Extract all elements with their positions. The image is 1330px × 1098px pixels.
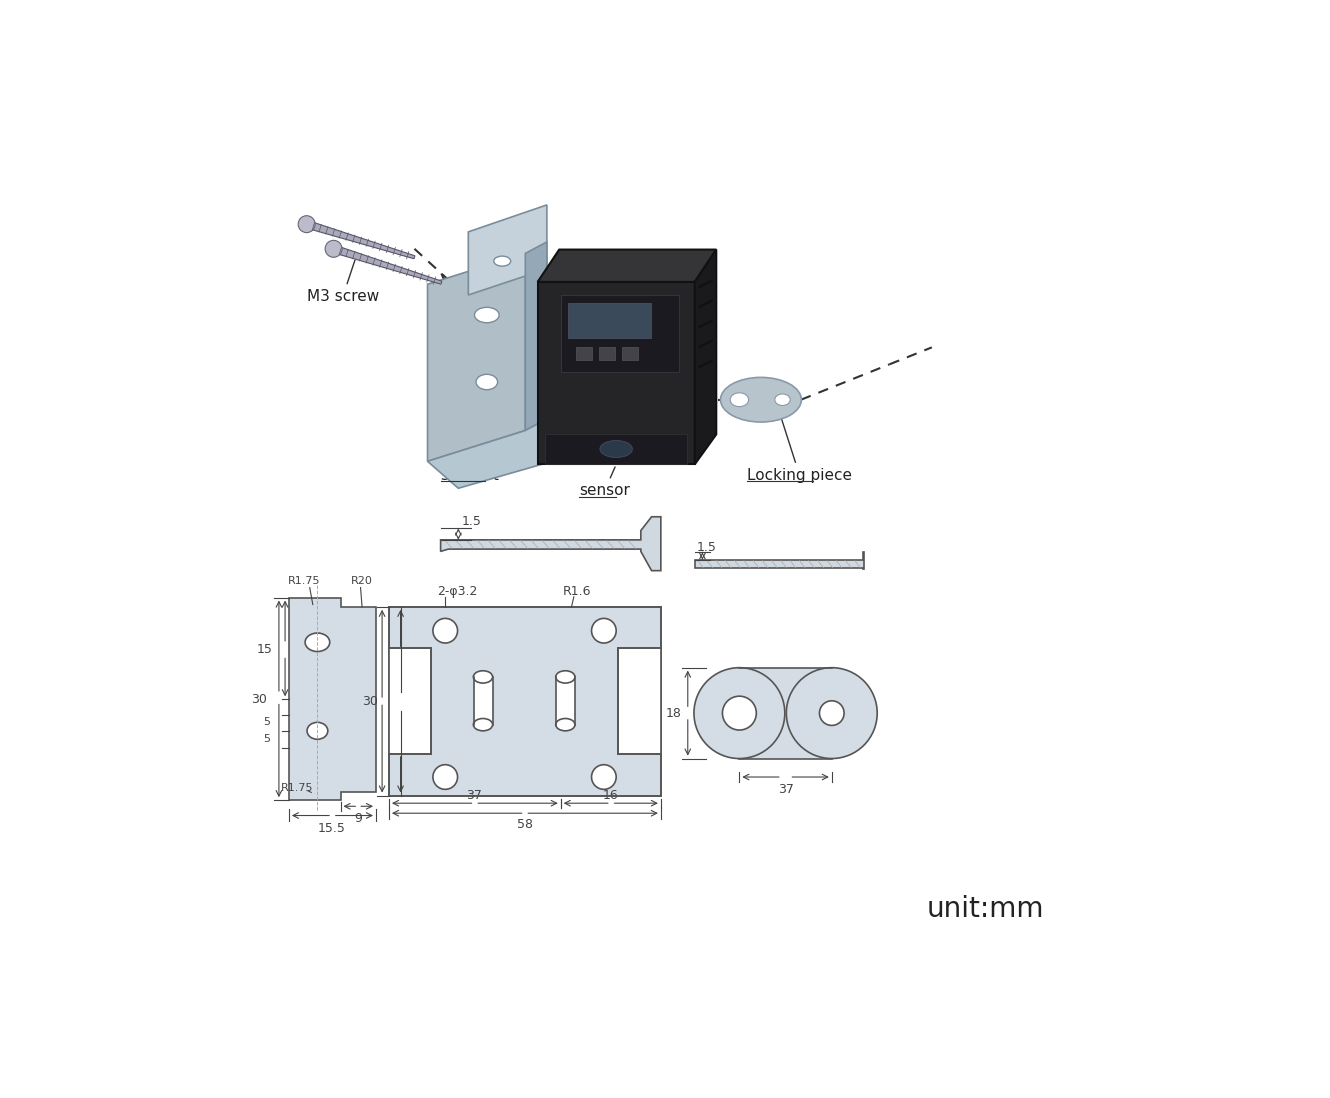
Polygon shape xyxy=(576,347,592,360)
Polygon shape xyxy=(468,205,547,295)
Text: 15.5: 15.5 xyxy=(318,822,346,836)
Polygon shape xyxy=(306,221,415,259)
Text: 18: 18 xyxy=(666,707,682,719)
Polygon shape xyxy=(694,249,717,464)
Text: sensor: sensor xyxy=(580,467,630,498)
Text: 37: 37 xyxy=(467,789,483,802)
Polygon shape xyxy=(537,282,694,464)
Ellipse shape xyxy=(730,393,749,406)
Ellipse shape xyxy=(475,307,499,323)
Polygon shape xyxy=(427,254,525,461)
Text: 15: 15 xyxy=(257,642,273,656)
Circle shape xyxy=(298,215,315,233)
Polygon shape xyxy=(617,648,661,754)
Polygon shape xyxy=(698,358,713,370)
Polygon shape xyxy=(622,347,638,360)
Ellipse shape xyxy=(473,718,492,731)
Polygon shape xyxy=(568,303,650,338)
Text: R1.6: R1.6 xyxy=(563,585,591,598)
Polygon shape xyxy=(694,552,864,569)
Polygon shape xyxy=(698,318,713,329)
Polygon shape xyxy=(556,677,576,725)
Polygon shape xyxy=(545,434,688,464)
Text: 30: 30 xyxy=(251,693,267,706)
Ellipse shape xyxy=(694,668,785,759)
Text: 1.5: 1.5 xyxy=(697,541,717,554)
Text: 2-φ3.2: 2-φ3.2 xyxy=(438,585,477,598)
Circle shape xyxy=(592,764,616,789)
Ellipse shape xyxy=(556,671,575,683)
Polygon shape xyxy=(561,295,680,372)
Text: R1.75: R1.75 xyxy=(287,576,321,586)
Ellipse shape xyxy=(556,718,575,731)
Polygon shape xyxy=(473,677,493,725)
Ellipse shape xyxy=(775,394,790,405)
Ellipse shape xyxy=(307,722,327,739)
Polygon shape xyxy=(698,278,713,290)
Ellipse shape xyxy=(473,671,492,683)
Polygon shape xyxy=(332,245,442,284)
Text: 5: 5 xyxy=(263,735,270,744)
Ellipse shape xyxy=(305,634,330,651)
Text: R20: R20 xyxy=(351,575,374,585)
Polygon shape xyxy=(440,517,661,571)
Polygon shape xyxy=(289,597,376,800)
Polygon shape xyxy=(698,298,713,310)
Text: 9: 9 xyxy=(354,813,362,825)
Polygon shape xyxy=(427,419,547,489)
Text: 37: 37 xyxy=(778,783,794,796)
Text: 58: 58 xyxy=(516,818,532,831)
Circle shape xyxy=(819,701,845,726)
Polygon shape xyxy=(739,668,831,759)
Circle shape xyxy=(434,764,458,789)
Text: 5: 5 xyxy=(263,717,270,727)
Text: 16: 16 xyxy=(602,789,618,802)
Text: 1.5: 1.5 xyxy=(462,515,481,528)
Ellipse shape xyxy=(600,440,632,458)
Circle shape xyxy=(722,696,757,730)
Polygon shape xyxy=(537,249,717,282)
Text: R1.75: R1.75 xyxy=(281,783,314,793)
Polygon shape xyxy=(698,338,713,349)
Polygon shape xyxy=(390,648,431,754)
Text: unit:mm: unit:mm xyxy=(927,896,1044,923)
Circle shape xyxy=(592,618,616,643)
Polygon shape xyxy=(525,242,547,430)
Polygon shape xyxy=(390,607,661,795)
Text: Locking piece: Locking piece xyxy=(747,410,853,483)
Text: 22: 22 xyxy=(402,695,418,708)
Text: support: support xyxy=(440,459,500,483)
Circle shape xyxy=(325,240,342,257)
Ellipse shape xyxy=(786,668,878,759)
Ellipse shape xyxy=(476,374,497,390)
Ellipse shape xyxy=(493,256,511,266)
Polygon shape xyxy=(600,347,614,360)
Ellipse shape xyxy=(721,378,802,422)
Text: 30: 30 xyxy=(362,695,378,708)
Circle shape xyxy=(434,618,458,643)
Text: M3 screw: M3 screw xyxy=(307,260,379,304)
